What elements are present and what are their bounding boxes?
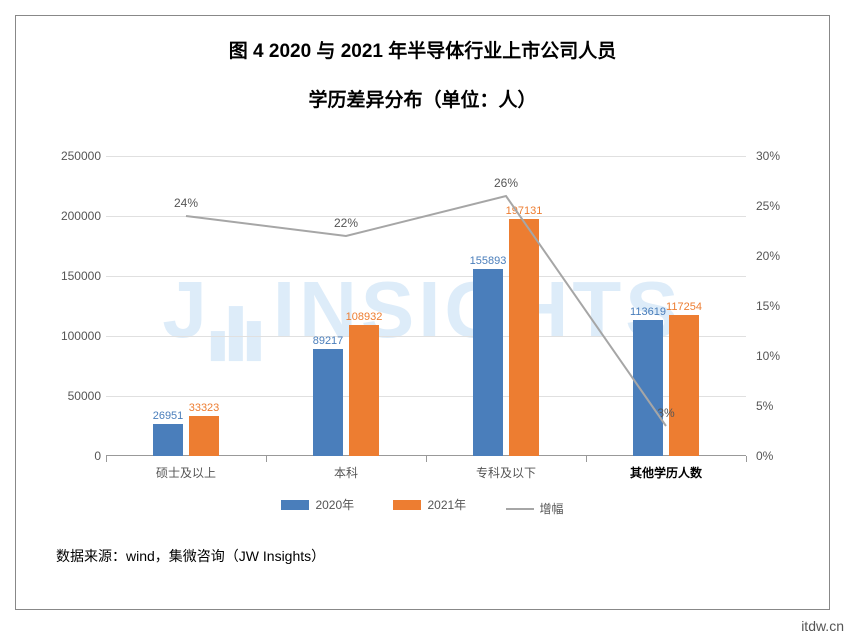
y-left-tick: 0 <box>94 449 101 463</box>
legend-item-2021: 2021年 <box>393 496 466 513</box>
y-right-tick: 15% <box>756 299 780 313</box>
category-label: 硕士及以上 <box>156 464 216 481</box>
growth-line <box>106 156 746 456</box>
y-left-tick: 50000 <box>68 389 101 403</box>
y-left-tick: 250000 <box>61 149 101 163</box>
y-left-tick: 200000 <box>61 209 101 223</box>
legend-item-2020: 2020年 <box>281 496 354 513</box>
legend-label-2020: 2020年 <box>315 496 354 513</box>
legend-swatch-2020 <box>281 500 309 510</box>
footer-link: itdw.cn <box>801 618 844 634</box>
y-left-tick: 150000 <box>61 269 101 283</box>
x-tick-mark <box>586 456 587 462</box>
category-label: 其他学历人数 <box>630 464 702 481</box>
chart-frame: JINSIGHTS 图 4 2020 与 2021 年半导体行业上市公司人员 学… <box>15 15 830 610</box>
category-label: 专科及以下 <box>476 464 536 481</box>
legend-item-growth: 增幅 <box>506 500 564 517</box>
chart-title-line1: 图 4 2020 与 2021 年半导体行业上市公司人员 <box>16 36 829 63</box>
data-source: 数据来源：wind，集微咨询（JW Insights） <box>56 546 325 566</box>
y-left-tick: 100000 <box>61 329 101 343</box>
y-right-tick: 25% <box>756 199 780 213</box>
x-tick-mark <box>266 456 267 462</box>
y-right-tick: 10% <box>756 349 780 363</box>
plot-area: 硕士及以上269513332324%本科8921710893222%专科及以下1… <box>106 156 746 456</box>
legend: 2020年 2021年 增幅 <box>16 496 829 517</box>
y-right-tick: 0% <box>756 449 773 463</box>
legend-label-growth: 增幅 <box>540 500 564 517</box>
x-tick-mark <box>746 456 747 462</box>
legend-label-2021: 2021年 <box>427 496 466 513</box>
chart-title-line2: 学历差异分布（单位：人） <box>16 85 829 112</box>
legend-swatch-2021 <box>393 500 421 510</box>
y-axis-left: 050000100000150000200000250000 <box>56 156 106 456</box>
x-tick-mark <box>106 456 107 462</box>
category-label: 本科 <box>334 464 358 481</box>
y-right-tick: 5% <box>756 399 773 413</box>
y-right-tick: 30% <box>756 149 780 163</box>
x-tick-mark <box>426 456 427 462</box>
legend-swatch-growth <box>506 508 534 510</box>
y-axis-right: 0%5%10%15%20%25%30% <box>751 156 791 456</box>
y-right-tick: 20% <box>756 249 780 263</box>
